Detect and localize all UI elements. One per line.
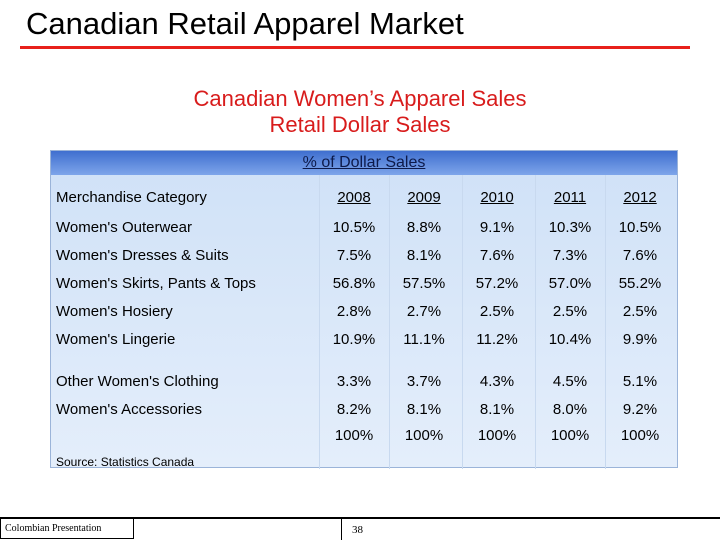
row-value: 9.1% — [479, 219, 515, 236]
row-value: 11.1% — [403, 331, 445, 348]
row-value: 57.5% — [402, 275, 446, 292]
column-divider — [462, 175, 463, 469]
row-value: 4.5% — [552, 373, 588, 390]
year-header: 2012 — [623, 189, 657, 206]
row-value: 10.9% — [332, 331, 376, 348]
row-category: Women's Outerwear — [56, 219, 192, 236]
row-category: Women's Lingerie — [56, 331, 176, 348]
footer-label: Colombian Presentation — [0, 518, 134, 539]
row-value: 9.2% — [622, 401, 658, 418]
row-value: 57.2% — [475, 275, 519, 292]
table-header-label: % of Dollar Sales — [302, 154, 426, 171]
table-grid: Merchandise Category 2008 2009 2010 2011 2012… — [51, 175, 677, 469]
row-category: Women's Skirts, Pants & Tops — [56, 275, 256, 292]
sales-table: % of Dollar Sales Merchandise Category 20… — [50, 150, 678, 469]
row-value: 3.3% — [336, 373, 372, 390]
row-value: 8.8% — [406, 219, 442, 236]
row-category: Women's Dresses & Suits — [56, 247, 229, 264]
row-value: 7.3% — [552, 247, 588, 264]
row-value: 3.7% — [406, 373, 442, 390]
row-value: 10.5% — [618, 219, 662, 236]
year-header: 2011 — [553, 189, 587, 206]
chart-subtitle-line2: Retail Dollar Sales — [269, 112, 451, 137]
row-value: 7.6% — [622, 247, 658, 264]
column-divider — [535, 175, 536, 469]
row-value: 2.8% — [336, 303, 372, 320]
row-value: 7.6% — [479, 247, 515, 264]
total-value: 100% — [334, 427, 374, 444]
column-divider — [319, 175, 320, 469]
total-value: 100% — [477, 427, 517, 444]
row-value: 2.7% — [406, 303, 442, 320]
footer-divider — [341, 518, 342, 540]
row-value: 11.2% — [476, 331, 518, 348]
row-value: 8.1% — [479, 401, 515, 418]
title-underline — [20, 46, 690, 49]
total-value: 100% — [620, 427, 660, 444]
source-note: Source: Statistics Canada — [56, 455, 195, 469]
row-value: 8.0% — [552, 401, 588, 418]
row-value: 9.9% — [622, 331, 658, 348]
row-value: 55.2% — [618, 275, 662, 292]
column-divider — [389, 175, 390, 469]
total-value: 100% — [404, 427, 444, 444]
column-divider — [605, 175, 606, 469]
table-header-bar: % of Dollar Sales — [51, 151, 677, 175]
row-value: 7.5% — [336, 247, 372, 264]
year-header: 2008 — [337, 189, 371, 206]
row-value: 8.1% — [406, 247, 442, 264]
year-header: 2009 — [407, 189, 441, 206]
row-value: 57.0% — [548, 275, 592, 292]
row-category: Other Women's Clothing — [56, 373, 219, 390]
slide-title: Canadian Retail Apparel Market — [26, 6, 464, 41]
row-value: 10.5% — [332, 219, 376, 236]
footer-rule — [0, 517, 720, 519]
row-value: 10.3% — [548, 219, 592, 236]
category-header: Merchandise Category — [56, 189, 207, 206]
row-value: 2.5% — [552, 303, 588, 320]
row-value: 2.5% — [622, 303, 658, 320]
total-value: 100% — [550, 427, 590, 444]
row-category: Women's Accessories — [56, 401, 202, 418]
row-value: 8.1% — [406, 401, 442, 418]
row-value: 56.8% — [332, 275, 376, 292]
row-value: 5.1% — [622, 373, 658, 390]
row-value: 4.3% — [479, 373, 515, 390]
row-value: 10.4% — [548, 331, 592, 348]
row-category: Women's Hosiery — [56, 303, 173, 320]
row-value: 2.5% — [479, 303, 515, 320]
year-header: 2010 — [480, 189, 514, 206]
row-value: 8.2% — [336, 401, 372, 418]
page-number: 38 — [352, 524, 363, 536]
chart-subtitle-line1: Canadian Women’s Apparel Sales — [193, 86, 527, 111]
